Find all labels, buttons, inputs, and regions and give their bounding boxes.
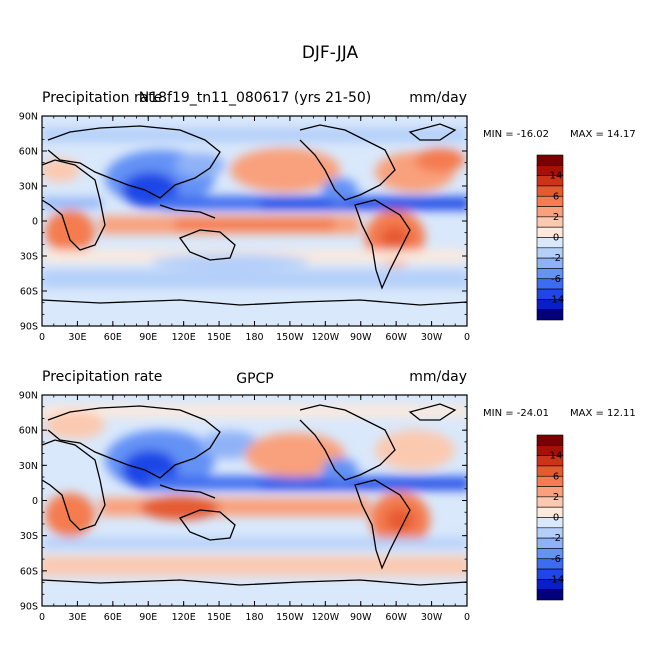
x-tick-label: 180 [245, 332, 263, 343]
colorbar-swatch [536, 309, 564, 321]
panel-1: Precipitation rate N18f19_tn11_080617 (y… [19, 90, 636, 343]
panel-1-field [42, 116, 467, 326]
colorbar-label: -6 [551, 554, 561, 565]
panel-2-units: mm/day [409, 369, 467, 385]
colorbar-label: 14 [550, 171, 563, 182]
colorbar-label: -14 [548, 574, 564, 585]
y-tick-label: 90N [19, 112, 38, 123]
panel-1-ticks: 0 30E 60E 90E 120E 150E 180 150W 120W 90W 60W 30W 09… [19, 112, 470, 344]
x-tick-label: 90W [350, 612, 372, 623]
x-tick-label: 120W [312, 612, 340, 623]
x-tick-label: 150E [207, 332, 231, 343]
x-tick-label: 150W [276, 332, 304, 343]
x-tick-label: 30E [68, 332, 86, 343]
panel-2-coastlines [42, 403, 467, 586]
x-tick-label: 60W [385, 332, 407, 343]
panel-1-center-title: N18f19_tn11_080617 (yrs 21-50) [139, 90, 372, 106]
panel-2-left-title: Precipitation rate [42, 369, 162, 385]
panel-1-colorbar: 14 6 2 0 -2 -6 -14 [536, 154, 564, 321]
colorbar-label: -14 [548, 294, 564, 305]
y-tick-label: 0 [32, 217, 38, 228]
panel-2-field [42, 395, 467, 606]
x-tick-label: 0 [39, 332, 45, 343]
colorbar-label: 2 [553, 492, 559, 503]
x-tick-label: 120E [172, 332, 196, 343]
colorbar-swatch [536, 589, 564, 601]
x-tick-label: 90E [139, 332, 157, 343]
y-tick-label: 60N [19, 147, 38, 158]
x-tick-label: 90W [350, 332, 372, 343]
panel-1-coastlines [42, 123, 467, 306]
x-tick-label: 90E [139, 612, 157, 623]
x-tick-label: 0 [39, 612, 45, 623]
y-tick-label: 30S [20, 531, 38, 542]
y-tick-label: 30N [19, 461, 38, 472]
colorbar-label: 14 [550, 451, 563, 462]
colorbar-label: 2 [553, 212, 559, 223]
colorbar-label: -6 [551, 274, 561, 285]
colorbar-swatch [536, 434, 564, 446]
x-tick-label: 180 [245, 612, 263, 623]
colorbar-label: 6 [553, 191, 559, 202]
colorbar-label: 0 [553, 233, 559, 244]
y-tick-label: 60N [19, 426, 38, 437]
panel-1-min-label: MIN = -16.02 [483, 129, 549, 140]
y-tick-label: 90S [20, 322, 38, 333]
panel-1-max-label: MAX = 14.17 [570, 129, 636, 140]
x-tick-label: 150E [207, 612, 231, 623]
x-tick-label: 30W [421, 612, 443, 623]
y-tick-label: 90S [20, 602, 38, 613]
colorbar-label: -2 [551, 533, 561, 544]
panel-1-left-title: Precipitation rate [42, 90, 162, 106]
panel-2-min-label: MIN = -24.01 [483, 408, 549, 419]
x-tick-label: 120E [172, 612, 196, 623]
panel-2: Precipitation rate GPCP mm/day [19, 369, 636, 623]
x-tick-label: 150W [276, 612, 304, 623]
x-tick-label: 120W [312, 332, 340, 343]
colorbar-swatch [536, 154, 564, 166]
panel-2-ticks: 0 30E 60E 90E 120E 150E 180 150W 120W 90W 60W 30W 09… [19, 391, 470, 624]
y-tick-label: 30N [19, 182, 38, 193]
y-tick-label: 0 [32, 496, 38, 507]
colorbar-label: 0 [553, 513, 559, 524]
figure-title: DJF-JJA [302, 43, 359, 63]
x-tick-label: 30E [68, 612, 86, 623]
x-tick-label: 60E [104, 612, 122, 623]
x-tick-label: 60E [104, 332, 122, 343]
colorbar-label: 6 [553, 471, 559, 482]
y-tick-label: 90N [19, 391, 38, 402]
panel-1-units: mm/day [409, 90, 467, 106]
x-tick-label: 0 [464, 612, 470, 623]
x-tick-label: 0 [464, 332, 470, 343]
panel-2-center-title: GPCP [236, 371, 274, 387]
panel-2-colorbar: 14 6 2 0 -2 -6 -14 [536, 434, 564, 601]
y-tick-label: 60S [20, 287, 38, 298]
x-tick-label: 60W [385, 612, 407, 623]
x-tick-label: 30W [421, 332, 443, 343]
y-tick-label: 60S [20, 566, 38, 577]
y-tick-label: 30S [20, 252, 38, 263]
panel-2-max-label: MAX = 12.11 [570, 408, 636, 419]
colorbar-label: -2 [551, 253, 561, 264]
